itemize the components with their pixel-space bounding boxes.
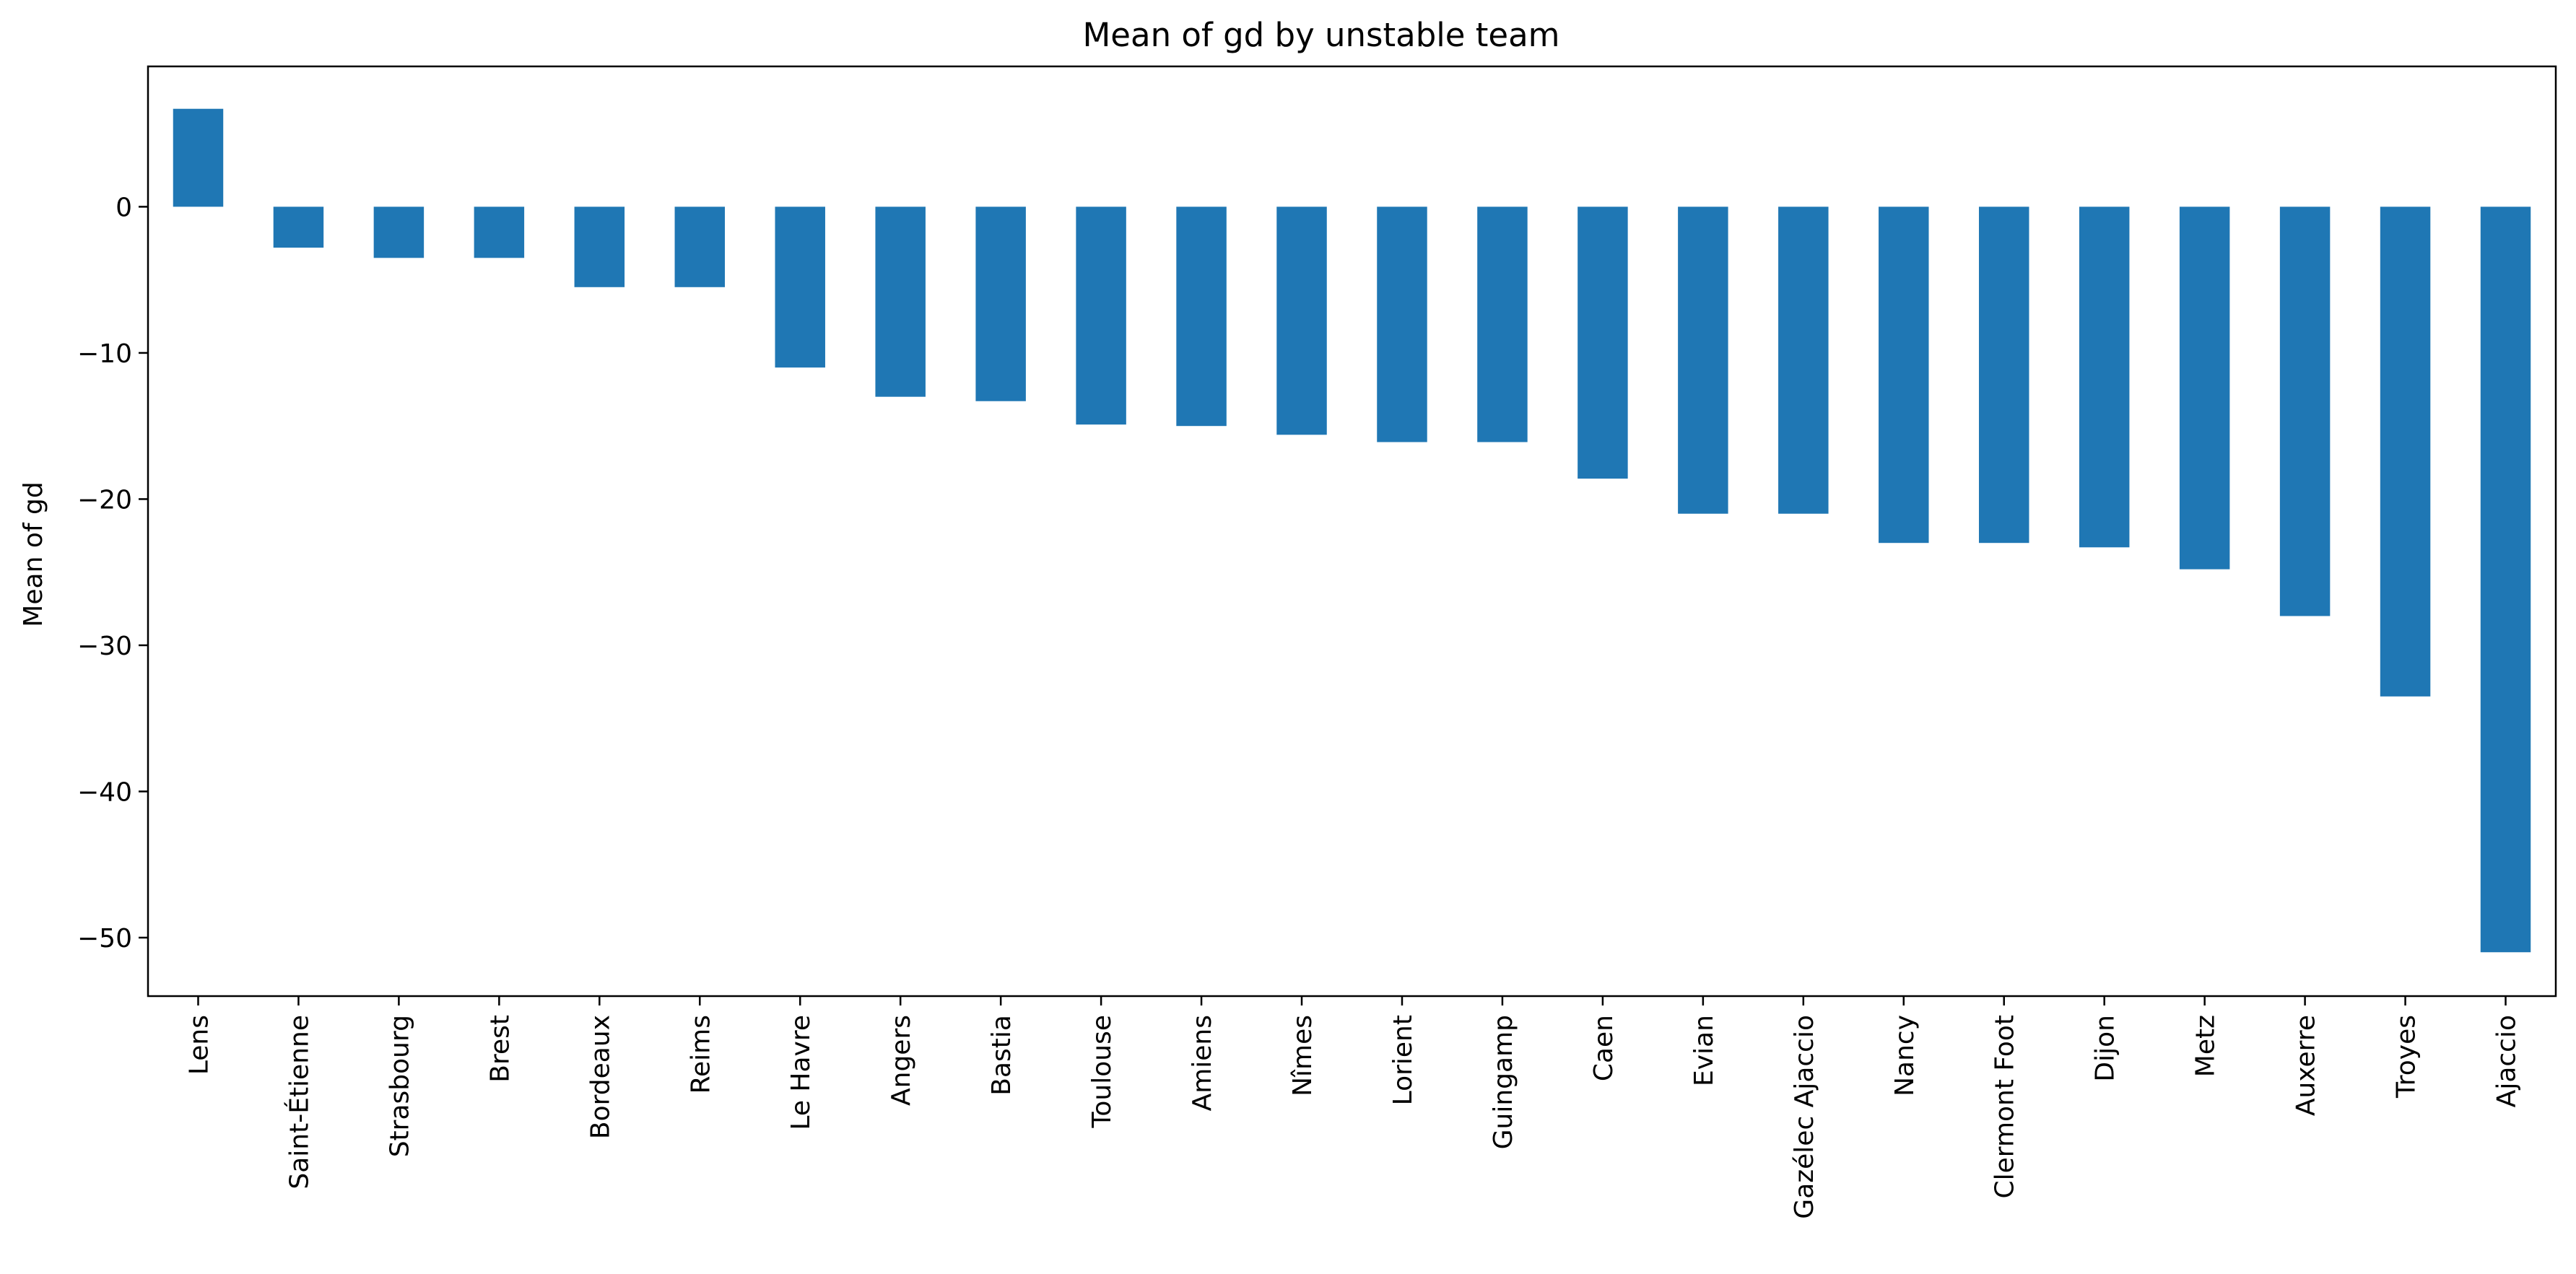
plot-area: 0 −10 −20 −30 −40 −50 Lens Saint-Étienne Strasbo… [77,65,2557,1219]
bar [2380,206,2431,697]
x-tick-label: Bastia [987,1015,1017,1096]
bar [1276,206,1327,435]
x-tick-label: Lens [184,1015,214,1075]
x-tick-label: Angers [887,1015,916,1106]
bar [2079,206,2130,548]
bar [674,206,726,287]
chart-title: Mean of gd by unstable team [1082,16,1559,54]
y-tick-label: 0 [116,193,132,222]
x-tick-label: Strasbourg [385,1015,414,1157]
bar [173,108,224,207]
x-tick-label: Ajaccio [2492,1015,2522,1107]
bar [1978,206,2029,544]
y-tick-label: −40 [77,777,132,807]
bar [574,206,625,287]
bar [273,206,324,248]
bar [1879,206,1929,544]
y-tick-label: −20 [77,485,132,515]
bar [875,206,926,397]
y-axis-label: Mean of gd [19,481,48,627]
x-tick-label: Bordeaux [586,1015,615,1139]
x-tick-label: Troyes [2392,1015,2421,1099]
y-tick-label: −30 [77,632,132,661]
bar [1076,206,1126,425]
x-tick-label: Gazélec Ajaccio [1790,1015,1819,1219]
x-tick-label: Lorient [1388,1015,1418,1105]
bar [975,206,1026,401]
x-tick-label: Dijon [2091,1015,2120,1082]
x-tick-label: Evian [1689,1015,1719,1086]
bar [474,206,525,258]
x-tick-label: Brest [485,1015,515,1083]
plot-frame [147,65,2557,998]
x-tick-label: Reims [686,1015,715,1094]
bar [1578,206,1628,479]
bar [373,206,425,258]
x-tick-label: Guingamp [1489,1015,1518,1149]
bar [1477,206,1528,442]
y-tick-label: −10 [77,339,132,369]
bar [1176,206,1227,427]
bar [1778,206,1829,514]
y-tick-label: −50 [77,924,132,954]
x-tick-label: Caen [1589,1015,1619,1081]
bar [2480,206,2531,953]
x-tick-label: Clermont Foot [1990,1015,2020,1199]
x-tick-label: Saint-Étienne [284,1015,314,1190]
x-tick-label: Le Havre [786,1015,816,1130]
x-tick-label: Auxerre [2292,1015,2321,1116]
bar [2279,206,2331,616]
bar [1678,206,1728,514]
x-tick-label: Toulouse [1087,1015,1117,1128]
bar [2179,206,2230,570]
bar [775,206,825,368]
bar [1377,206,1427,442]
x-tick-label: Metz [2191,1015,2221,1077]
x-tick-label: Amiens [1188,1015,1217,1111]
x-tick-label: Nîmes [1288,1015,1318,1096]
x-tick-label: Nancy [1890,1015,1920,1096]
